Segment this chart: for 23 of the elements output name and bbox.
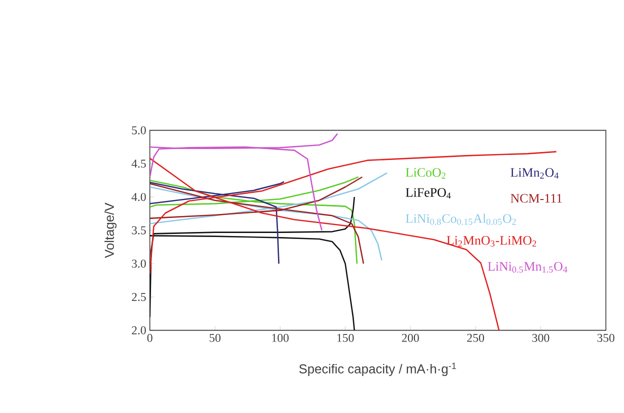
y-axis-title: Voltage/V <box>104 202 117 258</box>
x-tick-label: 50 <box>210 334 220 342</box>
x-axis-title: Specific capacity / mA·h·g$^{-1}$ <box>299 362 456 376</box>
y-tick-label: 4.5 <box>132 160 146 168</box>
x-tick-label: 350 <box>597 334 614 342</box>
y-tick-label: 2.5 <box>132 292 146 302</box>
x-tick-label: 300 <box>532 334 550 342</box>
text: LiCoO$_{2}$ <box>406 168 446 179</box>
y-tick-label: 2.0 <box>132 326 146 334</box>
x-tick-label: 0 <box>147 334 152 342</box>
text: LiNi$_{0.5}$Mn$_{1.5}$O$_{4}$ <box>488 262 568 273</box>
text: NCM-111 <box>510 194 562 203</box>
x-tick-label: 250 <box>467 334 484 342</box>
y-tick-label: 3.0 <box>132 260 146 268</box>
x-tick-label: 100 <box>272 334 289 342</box>
x-tick-label: 200 <box>402 334 419 342</box>
text: LiFePO$_{4}$ <box>406 188 451 199</box>
text: LiMn$_{2}$O$_{4}$ <box>510 168 559 179</box>
x-tick-label: 150 <box>337 334 354 342</box>
y-tick-label: 3.5 <box>132 226 146 234</box>
text: LiNi$_{0.8}$Co$_{0.15}$Al$_{0.05}$O$_{2}$ <box>406 214 516 225</box>
y-tick-label: 5.0 <box>132 126 146 134</box>
y-tick-label: 4.0 <box>132 192 146 202</box>
